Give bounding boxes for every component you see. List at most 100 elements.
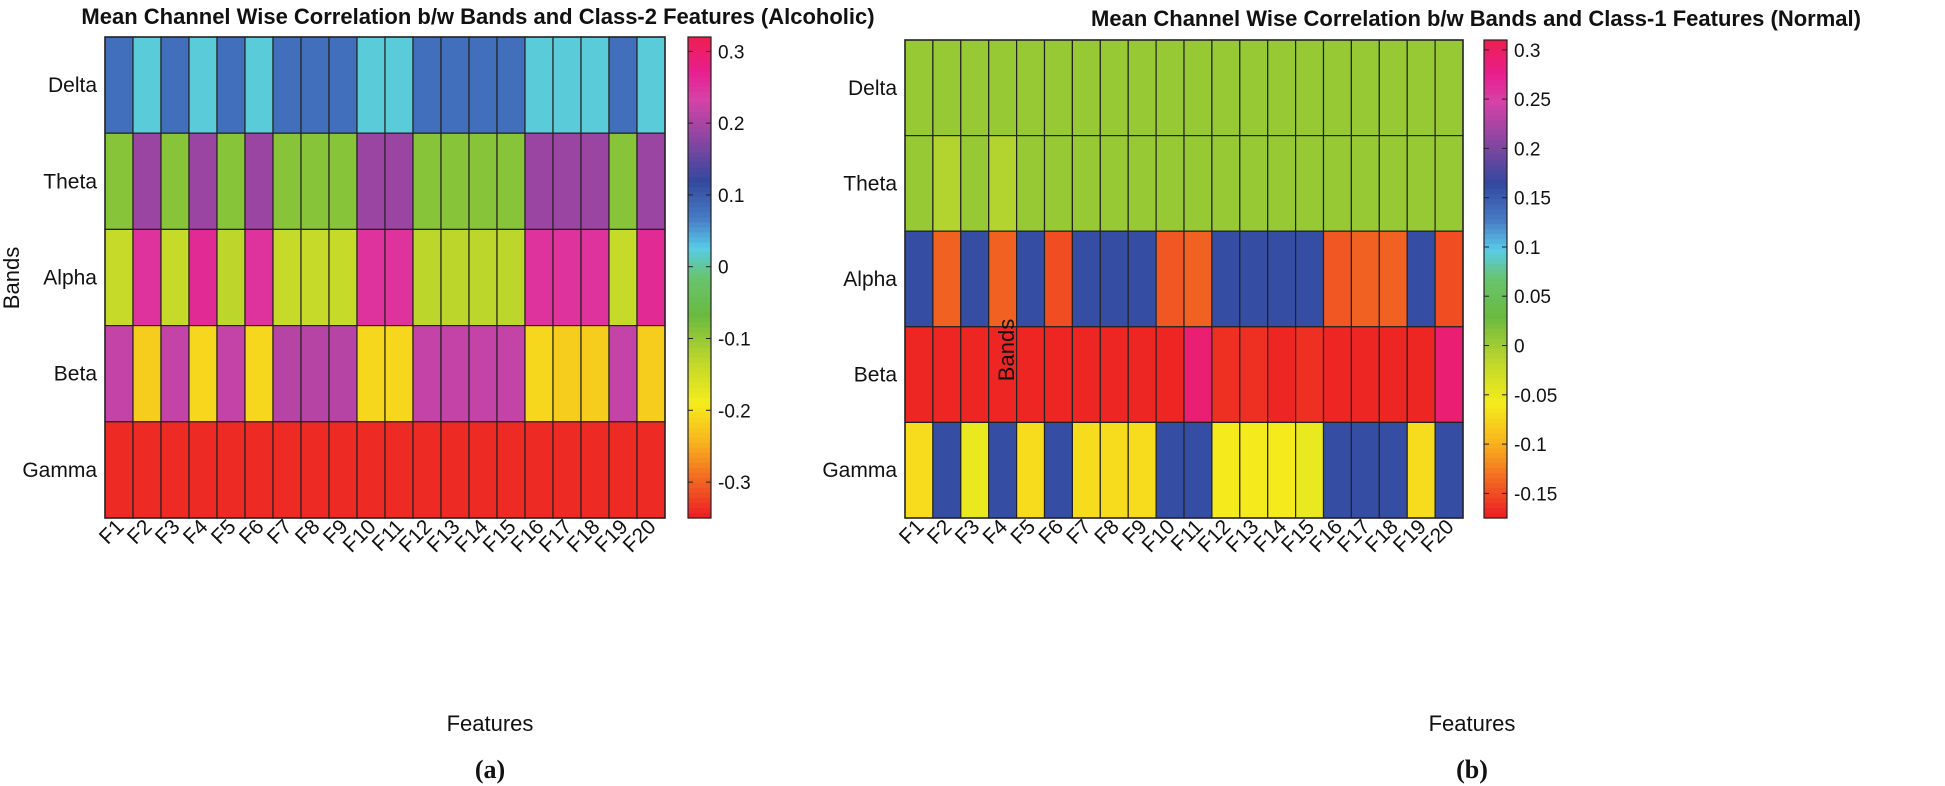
heatmap-border xyxy=(104,36,666,519)
colorbar-segment xyxy=(1484,368,1507,375)
heatmap-cell xyxy=(932,135,962,232)
colorbar-tick-label: -0.1 xyxy=(1514,435,1547,456)
heatmap-panel-alcoholic: Mean Channel Wise Correlation b/w Bands … xyxy=(0,4,875,784)
heatmap-cell xyxy=(1015,230,1046,328)
heatmap-cell xyxy=(960,230,990,328)
heatmap-cell xyxy=(440,132,470,230)
heatmap-cell xyxy=(1239,230,1269,328)
heatmap-cell xyxy=(1099,421,1129,519)
heatmap-cell xyxy=(552,325,582,423)
heatmap-cell xyxy=(244,325,274,423)
colorbar-segment xyxy=(1484,49,1507,56)
heatmap-cell xyxy=(468,325,498,423)
heatmap-cell xyxy=(244,228,274,327)
colorbar-segment xyxy=(688,52,711,58)
colorbar-tick-label: 0.15 xyxy=(1514,189,1551,210)
heatmap-cell xyxy=(552,36,582,134)
heatmap-cell xyxy=(468,421,498,519)
colorbar-segment xyxy=(688,477,711,484)
heatmap-cell xyxy=(1043,230,1073,328)
heatmap-cell xyxy=(1406,135,1436,232)
heatmap-cell xyxy=(580,325,610,423)
heatmap-cell xyxy=(1099,326,1129,423)
colorbar-segment xyxy=(1484,328,1507,335)
y-axis-label: Bands xyxy=(0,247,24,309)
colorbar-segment xyxy=(1484,338,1507,345)
heatmap-grid xyxy=(104,36,666,519)
colorbar-segment xyxy=(688,247,711,254)
colorbar-segment xyxy=(1484,229,1507,235)
heatmap-cell xyxy=(1211,39,1241,137)
colorbar-segment xyxy=(688,342,711,349)
band-label: Theta xyxy=(843,172,897,195)
colorbar-segment xyxy=(1484,453,1507,459)
heatmap-cell xyxy=(328,36,358,134)
heatmap-cell xyxy=(468,228,498,327)
heatmap-cell xyxy=(1183,326,1213,423)
heatmap-cell xyxy=(636,132,666,230)
band-labels: Delta Theta Alpha Beta Gamma xyxy=(22,74,97,482)
heatmap-cell xyxy=(1294,230,1325,328)
colorbar-segment xyxy=(1484,164,1507,171)
colorbar-segment xyxy=(1484,134,1507,141)
colorbar-segment xyxy=(688,432,711,439)
heatmap-cell xyxy=(300,132,330,230)
heatmap-cell xyxy=(1127,135,1157,232)
colorbar-segment xyxy=(688,387,711,394)
colorbar-segment xyxy=(1484,503,1507,509)
heatmap-cell xyxy=(524,228,554,327)
colorbar-segment xyxy=(1484,343,1507,350)
colorbar-segment xyxy=(1484,403,1507,410)
heatmap-cell xyxy=(272,132,302,230)
heatmap-cell xyxy=(1155,421,1185,519)
colorbar-segment xyxy=(1484,194,1507,200)
colorbar-segment xyxy=(1484,99,1507,106)
colorbar-segment xyxy=(688,467,711,474)
colorbar-segment xyxy=(1484,259,1507,265)
heatmap-cell xyxy=(1434,326,1464,423)
band-label: Gamma xyxy=(822,459,897,482)
heatmap-cell xyxy=(1406,230,1436,328)
colorbar-tick-label: 0 xyxy=(718,258,729,279)
heatmap-cell xyxy=(904,421,934,519)
colorbar-segment xyxy=(688,392,711,399)
heatmap-cell xyxy=(1406,326,1436,423)
chart-title: Mean Channel Wise Correlation b/w Bands … xyxy=(81,4,874,29)
heatmap-cell xyxy=(552,132,582,230)
colorbar-segment xyxy=(688,217,711,223)
colorbar-segment xyxy=(1484,234,1507,240)
colorbar-segment xyxy=(688,97,711,103)
heatmap-cell xyxy=(1043,135,1073,232)
colorbar-tick-label: 0.2 xyxy=(718,114,744,135)
colorbar-segment xyxy=(1484,308,1507,315)
colorbar-segment xyxy=(688,237,711,244)
heatmap-cell xyxy=(608,325,638,423)
colorbar-segment xyxy=(688,102,711,108)
band-label: Beta xyxy=(854,364,898,387)
colorbar-segment xyxy=(688,227,711,234)
heatmap-cell xyxy=(384,132,414,230)
colorbar-segment xyxy=(1484,89,1507,96)
heatmap-cell xyxy=(1071,135,1101,232)
colorbar-segment xyxy=(1484,59,1507,66)
heatmap-cell xyxy=(160,421,190,519)
colorbar-segment xyxy=(1484,254,1507,260)
colorbar-segment xyxy=(688,257,711,264)
colorbar-segment xyxy=(1484,408,1507,415)
colorbar-segment xyxy=(1484,378,1507,385)
colorbar-segment xyxy=(1484,204,1507,210)
heatmap-cell xyxy=(1183,135,1213,232)
heatmap-cell xyxy=(552,421,582,519)
colorbar-segment xyxy=(688,317,711,324)
heatmap-cell xyxy=(1267,230,1297,328)
heatmap-cell xyxy=(608,36,638,134)
colorbar-segment xyxy=(1484,149,1507,156)
colorbar-tick-label: 0.3 xyxy=(718,42,744,63)
heatmap-cell xyxy=(132,132,162,230)
colorbar-segment xyxy=(688,47,711,53)
colorbar-tick-label: 0.3 xyxy=(1514,41,1540,62)
heatmap-cell xyxy=(1350,39,1380,137)
heatmap-cell xyxy=(580,132,610,230)
colorbar-border xyxy=(1483,39,1508,519)
